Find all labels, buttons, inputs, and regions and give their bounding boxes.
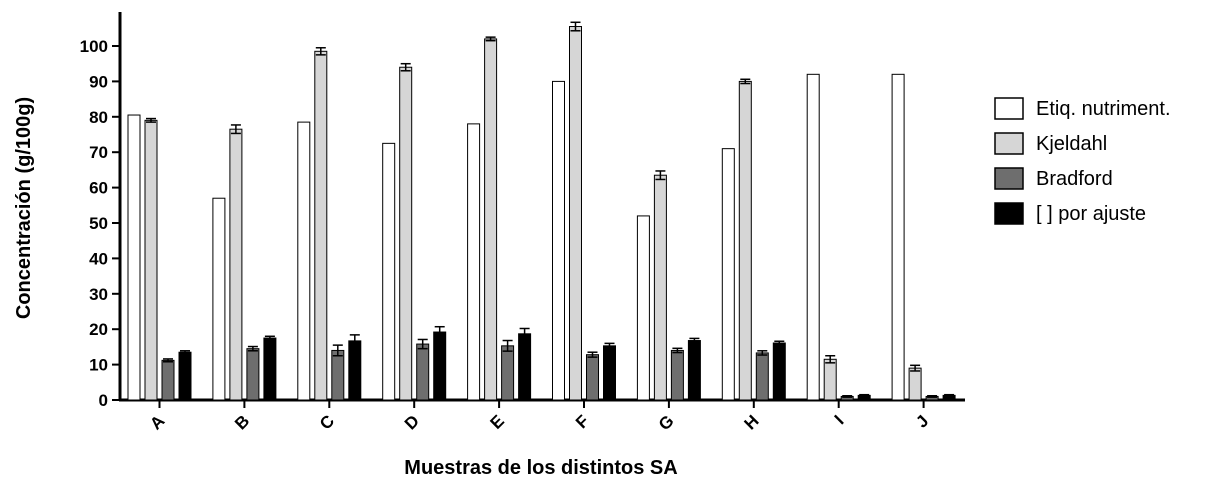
x-tick-label: B bbox=[231, 411, 253, 433]
y-ticks: 0 10 20 30 40 50 60 70 80 90 100 bbox=[80, 37, 120, 410]
bar bbox=[552, 80, 565, 401]
x-tick-label: D bbox=[401, 411, 423, 433]
bar bbox=[382, 142, 396, 401]
x-ticks: A B C D E F G H I J bbox=[146, 400, 932, 434]
bar bbox=[433, 331, 447, 401]
y-tick-label: 70 bbox=[89, 143, 108, 162]
legend: Etiq. nutriment. Kjeldahl Bradford [ ] por … bbox=[994, 97, 1171, 225]
bar bbox=[348, 340, 362, 401]
y-tick-label: 20 bbox=[89, 320, 108, 339]
bar bbox=[653, 174, 667, 401]
legend-label: Kjeldahl bbox=[1036, 133, 1107, 155]
bar bbox=[331, 349, 345, 401]
bar bbox=[603, 345, 616, 401]
legend-swatch bbox=[994, 202, 1024, 225]
bar bbox=[823, 358, 837, 401]
legend-label: Etiq. nutriment. bbox=[1036, 98, 1171, 120]
bar bbox=[772, 342, 786, 401]
x-tick-label: J bbox=[912, 411, 932, 431]
y-axis-title: Concentración (g/100g) bbox=[13, 97, 35, 319]
bar bbox=[144, 119, 158, 401]
y-tick-label: 60 bbox=[89, 179, 108, 198]
bar bbox=[806, 73, 820, 401]
bar bbox=[263, 337, 277, 401]
bars bbox=[127, 21, 956, 401]
bar bbox=[670, 349, 684, 401]
bar bbox=[467, 123, 481, 401]
x-tick-label: I bbox=[831, 411, 848, 428]
bar bbox=[229, 128, 243, 401]
y-tick-label: 80 bbox=[89, 108, 108, 127]
legend-swatch bbox=[994, 167, 1024, 190]
y-tick-label: 10 bbox=[89, 356, 108, 375]
axes bbox=[118, 12, 965, 402]
bar bbox=[755, 352, 769, 401]
y-tick-label: 30 bbox=[89, 285, 108, 304]
bar bbox=[399, 66, 413, 401]
x-tick-label: E bbox=[486, 411, 507, 432]
x-tick-label: A bbox=[146, 411, 168, 433]
x-tick-label: H bbox=[741, 411, 763, 433]
bar bbox=[687, 340, 701, 401]
y-tick-label: 50 bbox=[89, 214, 108, 233]
bar bbox=[569, 26, 582, 401]
y-tick-label: 90 bbox=[89, 72, 108, 91]
legend-label: Bradford bbox=[1036, 168, 1113, 190]
bar bbox=[484, 38, 498, 401]
bar bbox=[891, 73, 905, 401]
x-axis-title: Muestras de los distintos SA bbox=[404, 457, 677, 479]
y-tick-label: 100 bbox=[80, 37, 108, 56]
bar bbox=[908, 367, 922, 401]
bar bbox=[127, 114, 141, 401]
x-tick-label: C bbox=[316, 411, 338, 433]
bar bbox=[314, 50, 328, 401]
bar bbox=[297, 121, 311, 401]
bar bbox=[721, 148, 735, 401]
x-tick-label: G bbox=[655, 411, 678, 434]
bar bbox=[501, 345, 515, 401]
legend-label: [ ] por ajuste bbox=[1036, 203, 1146, 225]
y-tick-label: 0 bbox=[99, 391, 108, 410]
bar bbox=[738, 80, 752, 401]
bar bbox=[212, 197, 226, 401]
bar bbox=[586, 354, 599, 401]
x-tick-label: F bbox=[572, 411, 593, 432]
bar bbox=[178, 351, 192, 401]
bar bbox=[636, 215, 650, 401]
y-tick-label: 40 bbox=[89, 249, 108, 268]
legend-swatch bbox=[994, 97, 1024, 120]
bar bbox=[246, 348, 260, 401]
bar bbox=[161, 359, 175, 401]
bar bbox=[416, 343, 430, 401]
legend-swatch bbox=[994, 132, 1024, 155]
bar bbox=[518, 333, 532, 401]
